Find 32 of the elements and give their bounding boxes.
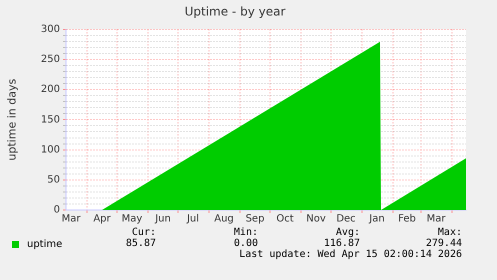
- y-tick-label: 200: [40, 84, 60, 96]
- y-tick-label: 0: [54, 204, 60, 216]
- text: 0.00: [234, 238, 258, 249]
- text: Last update: Wed Apr 15 02:00:14 2026: [239, 249, 462, 260]
- x-tick-label: Nov: [306, 214, 326, 225]
- y-tick-label: 50: [47, 174, 60, 186]
- x-tick-label: Oct: [276, 214, 294, 225]
- x-tick-label: Jul: [186, 214, 200, 225]
- x-tick-label: Jan: [368, 214, 385, 225]
- y-tick-label: 300: [40, 24, 60, 35]
- text: Max:: [438, 227, 462, 238]
- x-tick-label: Feb: [398, 214, 416, 225]
- y-axis-title: uptime in days: [5, 78, 18, 161]
- y-tick-label: 150: [40, 114, 60, 126]
- text: Avg:: [336, 227, 360, 238]
- text: 279.44: [426, 238, 462, 249]
- x-tick-label: Aug: [214, 214, 234, 225]
- text: Min:: [234, 227, 258, 238]
- x-tick-label: Sep: [246, 214, 264, 225]
- text: 116.87: [324, 238, 360, 249]
- y-tick-label: 250: [40, 54, 60, 66]
- text: 85.87: [126, 238, 156, 249]
- x-tick-label: Jun: [154, 214, 171, 225]
- x-tick-label: Apr: [93, 214, 112, 225]
- x-tick-label: Dec: [336, 214, 356, 225]
- text: Cur:: [132, 227, 156, 238]
- y-tick-label: 100: [40, 144, 60, 156]
- x-tick-label: May: [122, 214, 142, 225]
- legend-label: uptime: [27, 239, 62, 250]
- x-tick-label: Mar: [426, 214, 446, 225]
- chart-title: Uptime - by year: [184, 4, 286, 18]
- x-tick-label: Mar: [62, 214, 82, 225]
